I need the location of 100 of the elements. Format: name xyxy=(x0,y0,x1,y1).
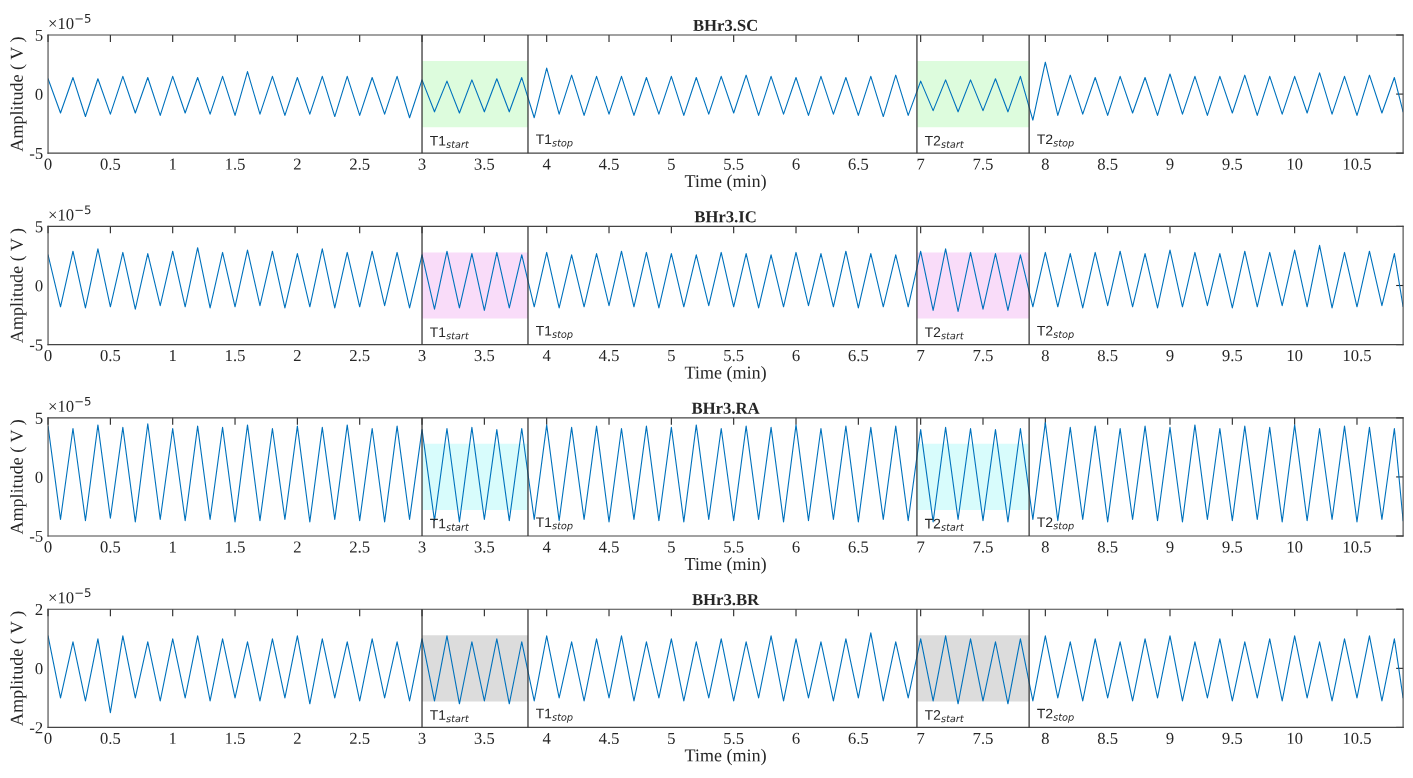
text: ×10$^{−5}$ xyxy=(49,588,91,604)
x-tick-label: 0.5 xyxy=(100,349,121,362)
y-tick-label: 0 xyxy=(35,280,43,292)
x-tick-label: 10.5 xyxy=(1343,732,1371,745)
x-tick-label: 1 xyxy=(170,350,176,362)
text: ×10$^{−5}$ xyxy=(49,396,91,412)
x-axis-title: Time (min) xyxy=(684,748,766,766)
y-tick-label: -5 xyxy=(29,530,43,542)
x-tick-label: 7.5 xyxy=(973,158,993,170)
text: ×10$^{−5}$ xyxy=(49,205,91,221)
x-tick-label: 4.5 xyxy=(598,158,619,170)
x-tick-label: 0 xyxy=(44,349,52,362)
x-tick-label: 7 xyxy=(917,158,925,170)
x-tick-label: 9.5 xyxy=(1222,732,1243,745)
line-series xyxy=(48,61,1404,121)
y-tick-label: -2 xyxy=(29,722,43,734)
y-tick-label: 5 xyxy=(35,221,43,233)
y-axis-title: Amplitude ( V ) xyxy=(10,420,27,535)
x-tick-label: 9 xyxy=(1166,158,1174,170)
y-tick-label: 0 xyxy=(35,88,43,101)
x-tick-label: 3 xyxy=(418,732,426,745)
x-tick-label: 4 xyxy=(542,158,551,170)
ref-line-label: T2$_{stop}$ xyxy=(1037,134,1074,149)
x-tick-label: 2 xyxy=(293,158,301,170)
x-tick-label: 7 xyxy=(917,732,925,744)
x-tick-label: 2.5 xyxy=(350,349,370,362)
x-tick-label: 2.5 xyxy=(350,158,370,170)
x-tick-label: 3 xyxy=(418,541,426,553)
x-tick-label: 6.5 xyxy=(848,541,869,553)
x-tick-label: 4.5 xyxy=(598,732,619,745)
y-tick-label: 0 xyxy=(35,471,43,483)
x-tick-label: 3.5 xyxy=(474,349,495,362)
x-tick-label: 6.5 xyxy=(848,732,869,745)
ref-line-label: T2$_{start}$ xyxy=(924,327,964,340)
x-tick-label: 0 xyxy=(44,541,52,553)
x-tick-label: 2.5 xyxy=(350,541,370,553)
x-tick-label: 2 xyxy=(293,732,301,744)
y-tick-label: -5 xyxy=(29,148,43,160)
x-tick-label: 8.5 xyxy=(1097,158,1118,170)
ref-line-label: T2$_{start}$ xyxy=(924,518,964,531)
y-axis-title: Amplitude ( V ) xyxy=(10,228,27,343)
x-tick-label: 6 xyxy=(792,732,800,745)
ref-line-label: T2$_{stop}$ xyxy=(1037,325,1074,340)
x-tick-label: 7.5 xyxy=(973,732,993,745)
x-tick-label: 4 xyxy=(542,350,551,362)
x-tick-label: 8 xyxy=(1041,349,1049,362)
x-tick-label: 9.5 xyxy=(1222,349,1243,362)
chart-title: BHr3.IC xyxy=(694,211,756,223)
y-tick-label: 0 xyxy=(35,663,43,675)
x-tick-label: 7 xyxy=(917,350,925,362)
ref-line-label: T2$_{stop}$ xyxy=(1037,708,1074,723)
x-tick-label: 1 xyxy=(170,158,176,170)
x-tick-label: 6 xyxy=(792,349,800,362)
ref-line-label: T2$_{start}$ xyxy=(924,710,964,723)
x-tick-label: 7.5 xyxy=(973,541,993,553)
x-tick-label: 1 xyxy=(170,732,176,744)
chart-title: BHr3.BR xyxy=(692,594,760,606)
x-tick-label: 5 xyxy=(668,350,675,362)
x-tick-label: 5 xyxy=(668,732,675,745)
x-tick-label: 9.5 xyxy=(1222,541,1243,553)
x-tick-label: 0 xyxy=(44,158,52,170)
ref-line-label: T1$_{stop}$ xyxy=(536,134,573,149)
y-axis-title: Amplitude ( V ) xyxy=(10,611,27,726)
x-tick-label: 6 xyxy=(792,541,800,553)
x-tick-label: 1.5 xyxy=(226,350,245,362)
x-tick-label: 0.5 xyxy=(100,732,121,745)
x-tick-label: 10 xyxy=(1287,732,1303,745)
x-axis-title: Time (min) xyxy=(684,174,766,191)
ref-line-label: T1$_{stop}$ xyxy=(536,517,573,532)
x-tick-label: 9 xyxy=(1166,732,1174,745)
x-tick-label: 0 xyxy=(44,732,52,745)
ref-line-label: T1$_{stop}$ xyxy=(536,708,573,723)
x-tick-label: 0.5 xyxy=(100,541,121,553)
ref-line-label: T1$_{stop}$ xyxy=(536,325,573,340)
x-tick-label: 5.5 xyxy=(724,541,744,553)
line-series xyxy=(48,244,1404,313)
x-tick-label: 8 xyxy=(1041,732,1049,745)
x-tick-label: 6 xyxy=(792,158,800,170)
x-tick-label: 3.5 xyxy=(474,541,495,553)
x-tick-label: 10 xyxy=(1287,541,1303,553)
ref-line-label: T1$_{start}$ xyxy=(430,710,470,723)
text: ×10$^{−5}$ xyxy=(49,14,91,30)
x-tick-label: 4 xyxy=(542,732,551,744)
chart-title: BHr3.RA xyxy=(691,402,760,414)
y-tick-label: -5 xyxy=(29,339,43,351)
x-tick-label: 8.5 xyxy=(1097,349,1118,362)
x-tick-label: 10.5 xyxy=(1343,158,1371,170)
x-tick-label: 3 xyxy=(418,349,426,362)
x-tick-label: 5 xyxy=(668,158,675,170)
x-tick-label: 4.5 xyxy=(598,350,619,362)
x-tick-label: 5 xyxy=(668,541,675,553)
x-tick-label: 1 xyxy=(170,541,176,553)
ref-line-label: T2$_{stop}$ xyxy=(1037,517,1074,532)
x-tick-label: 7.5 xyxy=(973,350,993,362)
ref-line-label: T1$_{start}$ xyxy=(430,135,470,148)
x-tick-label: 4.5 xyxy=(598,541,619,553)
x-tick-label: 7 xyxy=(917,541,925,553)
x-tick-label: 2.5 xyxy=(350,732,370,745)
chart-title: BHr3.SC xyxy=(693,19,757,32)
x-tick-label: 0.5 xyxy=(100,158,121,170)
